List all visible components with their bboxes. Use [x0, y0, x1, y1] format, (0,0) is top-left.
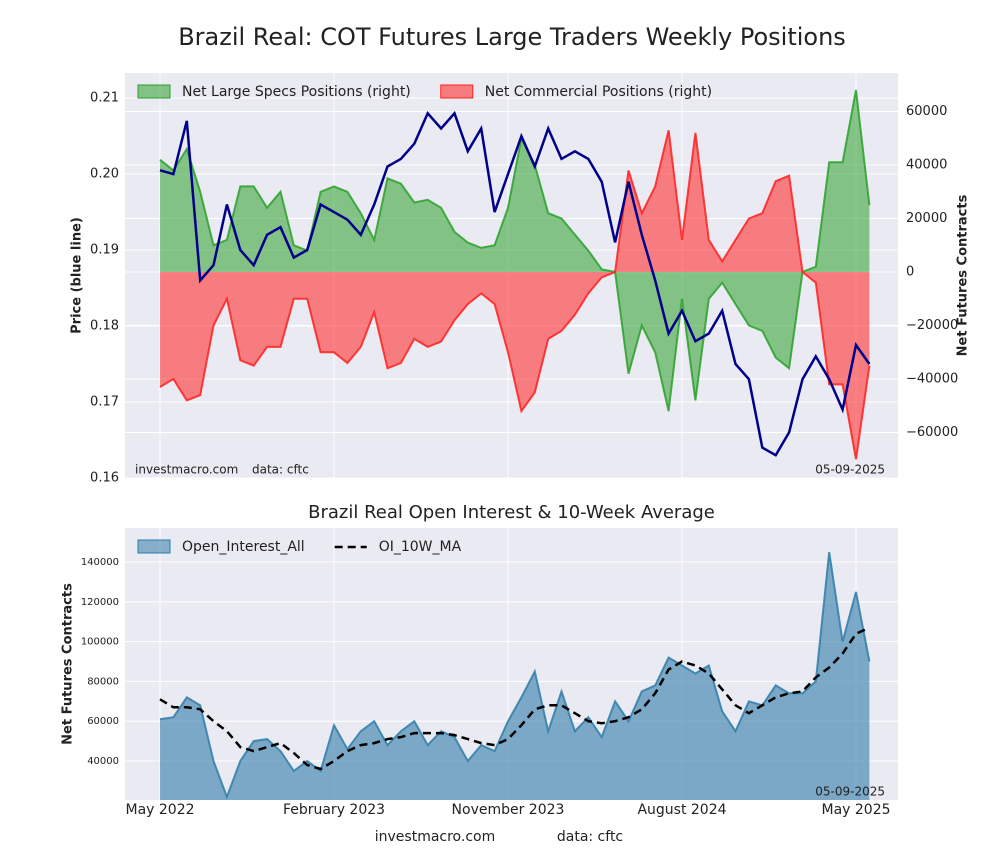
y-tick-label: 80000 [87, 676, 119, 687]
chart-title: Brazil Real Open Interest & 10-Week Aver… [308, 502, 715, 523]
y-tick-label: 0.21 [90, 91, 119, 106]
annotation: investmacro.com [135, 463, 238, 477]
area-edge [159, 129, 871, 460]
legend-label: Net Large Specs Positions (right) [182, 84, 411, 100]
footer-source: investmacro.com [375, 829, 495, 845]
annotation: data: cftc [252, 463, 309, 477]
legend-label: Net Commercial Positions (right) [485, 84, 712, 100]
y-tick-label: 40000 [87, 756, 119, 767]
y-tick-label: 100000 [81, 637, 119, 648]
y2-tick-label: 60000 [906, 104, 947, 119]
y-tick-label: 0.19 [90, 243, 119, 258]
y-tick-label: 0.18 [90, 319, 119, 334]
y-axis-label: Net Futures Contracts [61, 583, 76, 745]
legend-swatch [137, 84, 171, 99]
y2-tick-label: 20000 [906, 211, 947, 226]
area [160, 552, 870, 800]
y-tick-label: 0.20 [90, 167, 119, 182]
annotation: 05-09-2025 [815, 785, 885, 799]
legend-label: Open_Interest_All [182, 539, 305, 555]
y-tick-label: 120000 [81, 597, 119, 608]
y2-tick-label: −20000 [906, 318, 958, 333]
x-tick-label: May 2025 [821, 802, 890, 818]
area-edge [159, 89, 871, 412]
y-tick-label: 140000 [81, 557, 119, 568]
y2-tick-label: 40000 [906, 158, 947, 173]
footer-data: data: cftc [557, 829, 623, 845]
y2-axis-label: Net Futures Contracts [956, 194, 971, 356]
legend-swatch [440, 84, 474, 99]
figure-title: Brazil Real: COT Futures Large Traders W… [178, 23, 846, 51]
y-axis-label: Price (blue line) [70, 217, 85, 334]
legend-label: OI_10W_MA [379, 539, 462, 555]
area [160, 130, 870, 460]
y2-tick-label: −40000 [906, 372, 958, 387]
line [159, 110, 871, 457]
y2-tick-label: −60000 [906, 425, 958, 440]
y-tick-label: 60000 [87, 716, 119, 727]
y2-tick-label: 0 [906, 265, 914, 280]
x-tick-label: February 2023 [283, 802, 385, 818]
x-tick-label: August 2024 [637, 802, 726, 818]
y-tick-label: 0.17 [90, 395, 119, 410]
line [159, 626, 870, 771]
legend-swatch [137, 539, 171, 554]
y-tick-label: 0.16 [90, 471, 119, 486]
area-edge [159, 551, 871, 800]
annotation: 05-09-2025 [815, 463, 885, 477]
x-tick-label: November 2023 [452, 802, 565, 818]
x-tick-label: May 2022 [125, 802, 194, 818]
